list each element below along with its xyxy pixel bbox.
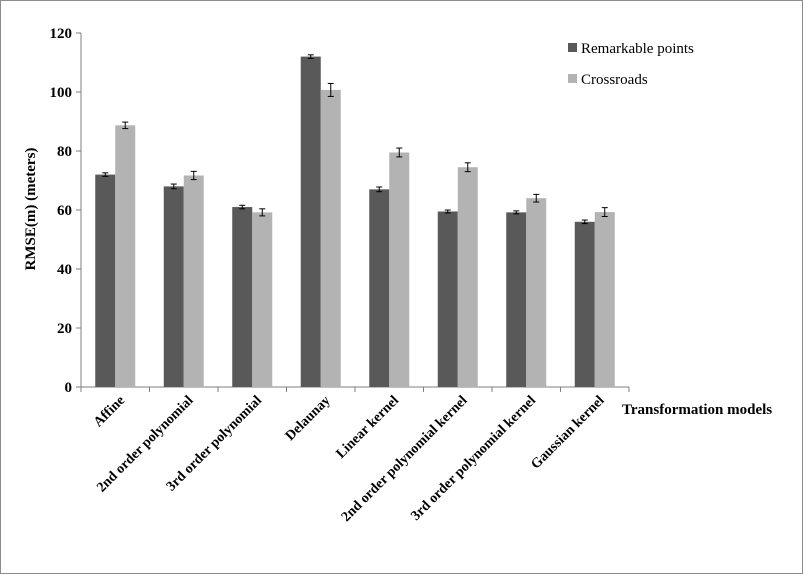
y-tick-label: 80	[57, 144, 72, 160]
bar-remarkable-points	[300, 56, 321, 387]
bar-remarkable-points	[574, 221, 595, 387]
x-tick-label: 3rd order polynomial kernel	[408, 393, 539, 524]
bar-crossroads	[389, 152, 410, 387]
bar-crossroads	[183, 175, 204, 387]
y-ticks: 0 20 40 60 80 100 120	[50, 26, 81, 396]
bar-remarkable-points	[369, 189, 390, 387]
bar-remarkable-points	[232, 207, 253, 387]
axes	[80, 33, 629, 388]
y-tick-label: 0	[65, 380, 73, 396]
legend-swatch-remarkable-points	[568, 43, 577, 52]
error-bars	[102, 54, 608, 225]
y-tick-label: 100	[50, 85, 73, 101]
legend-label-crossroads: Crossroads	[581, 72, 648, 88]
bar-crossroads	[320, 89, 341, 387]
bar-remarkable-points	[95, 174, 116, 387]
x-tick-label: Gaussian kernel	[528, 393, 607, 472]
legend: Remarkable points Crossroads	[568, 41, 694, 88]
x-ticks	[80, 387, 630, 392]
x-tick-label: 2nd order polynomial kernel	[339, 393, 471, 525]
x-axis-title: Transformation models	[622, 402, 772, 418]
x-tick-label: Affine	[91, 393, 128, 430]
bar-crossroads	[594, 212, 615, 387]
bar-crossroads	[115, 125, 136, 388]
x-tick-label: Linear kernel	[334, 393, 403, 462]
bar-crossroads	[252, 212, 273, 387]
y-tick-label: 20	[57, 321, 72, 337]
bar-remarkable-points	[163, 186, 184, 387]
bar-remarkable-points	[506, 212, 527, 387]
bar-crossroads	[526, 198, 547, 387]
x-tick-label: Delaunay	[283, 393, 334, 444]
legend-swatch-crossroads	[568, 74, 577, 83]
bar-crossroads	[457, 167, 478, 387]
y-tick-label: 120	[50, 26, 73, 42]
bars	[95, 56, 615, 388]
y-tick-label: 60	[57, 203, 72, 219]
legend-label-remarkable-points: Remarkable points	[581, 41, 694, 57]
y-tick-label: 40	[57, 262, 72, 278]
y-axis-title: RMSE(m) (meters)	[23, 148, 39, 271]
bar-remarkable-points	[437, 211, 458, 387]
